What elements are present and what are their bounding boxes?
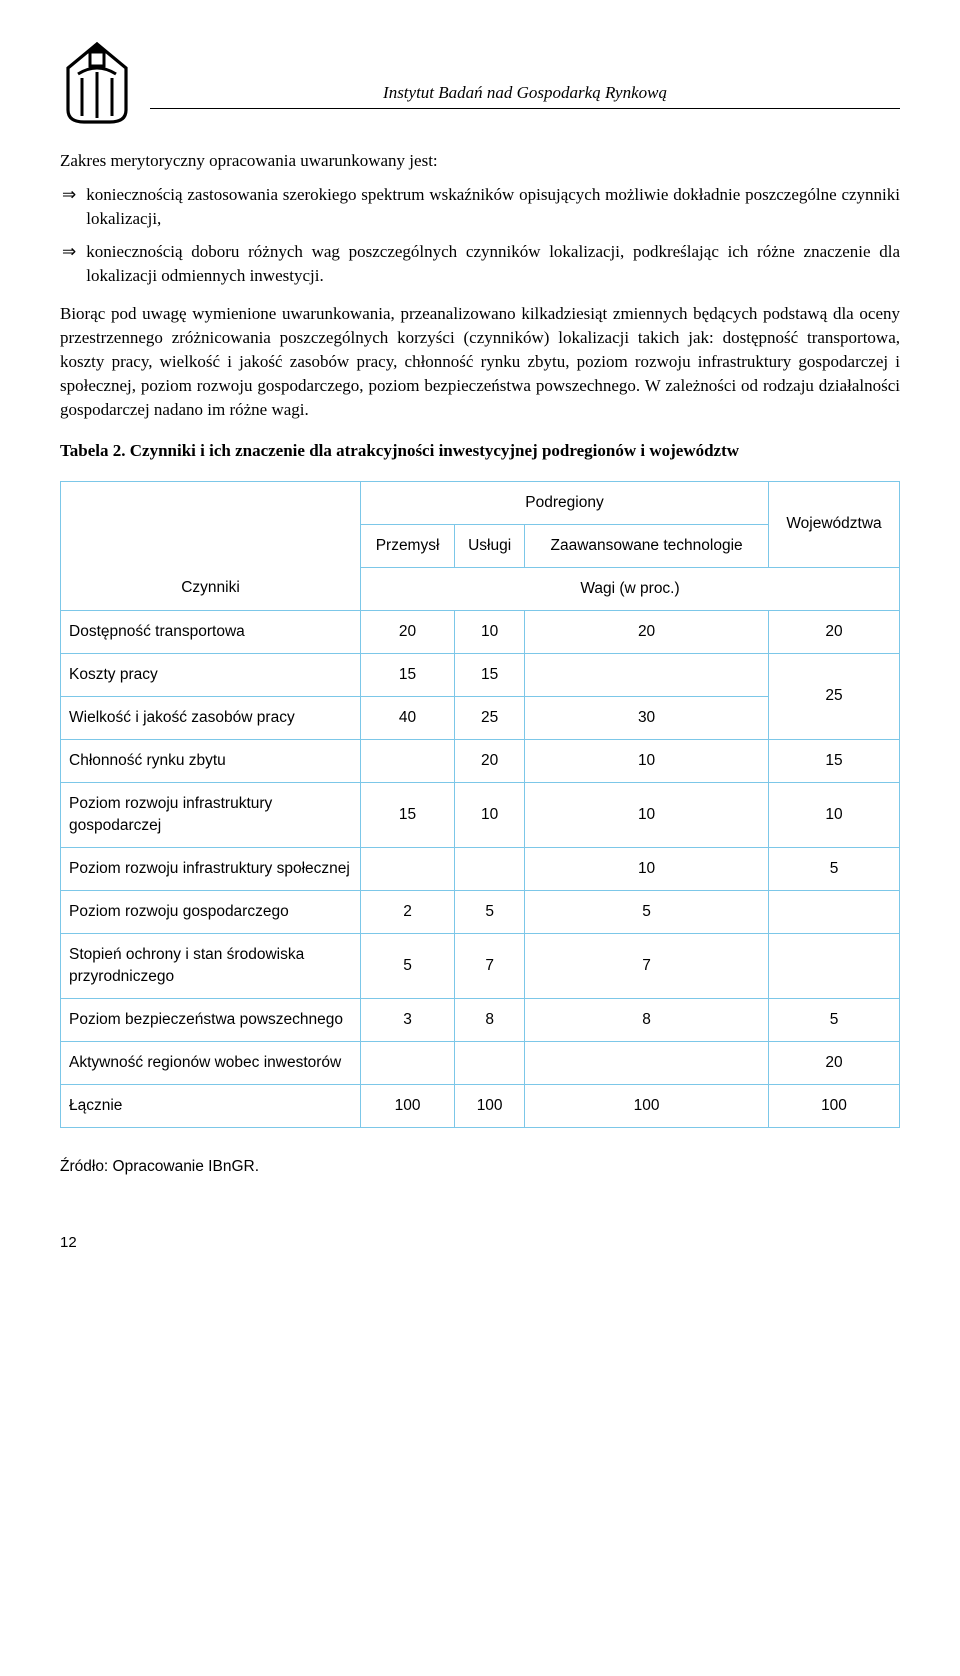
- bullet-item: ⇒ koniecznością doboru różnych wag poszc…: [62, 240, 900, 288]
- bullet-list: ⇒ koniecznością zastosowania szerokiego …: [62, 183, 900, 288]
- row-label: Czynniki: [61, 567, 361, 610]
- cell: 100: [769, 1084, 900, 1127]
- cell: 10: [525, 847, 769, 890]
- cell: [769, 890, 900, 933]
- cell: 100: [361, 1084, 455, 1127]
- table-row: Czynniki Wagi (w proc.): [61, 567, 900, 610]
- page-number: 12: [60, 1232, 900, 1253]
- cell: 20: [769, 1041, 900, 1084]
- factors-table: Podregiony Województwa Przemysł Usługi Z…: [60, 481, 900, 1128]
- header-rule: [150, 108, 900, 109]
- cell: 100: [525, 1084, 769, 1127]
- col-header: Przemysł: [361, 524, 455, 567]
- cell: [455, 1041, 525, 1084]
- page-header: Instytut Badań nad Gospodarką Rynkową: [60, 38, 900, 131]
- cell: [361, 1041, 455, 1084]
- col-header: Usługi: [455, 524, 525, 567]
- institute-name: Instytut Badań nad Gospodarką Rynkową: [383, 81, 667, 105]
- arrow-icon: ⇒: [62, 183, 76, 231]
- bullet-text: koniecznością zastosowania szerokiego sp…: [86, 183, 900, 231]
- cell: 10: [455, 782, 525, 847]
- table-row: Dostępność transportowa 20 10 20 20: [61, 610, 900, 653]
- cell: 5: [361, 933, 455, 998]
- cell: 15: [361, 653, 455, 696]
- row-label: Wielkość i jakość zasobów pracy: [61, 696, 361, 739]
- cell: 40: [361, 696, 455, 739]
- cell: 20: [769, 610, 900, 653]
- cell: 20: [361, 610, 455, 653]
- row-label: Poziom bezpieczeństwa powszechnego: [61, 998, 361, 1041]
- cell: 15: [455, 653, 525, 696]
- table-row: Podregiony Województwa: [61, 481, 900, 524]
- cell: [525, 653, 769, 696]
- table-row: Łącznie 100 100 100 100: [61, 1084, 900, 1127]
- cell: [769, 933, 900, 998]
- row-label: Poziom rozwoju infrastruktury gospodarcz…: [61, 782, 361, 847]
- cell: 3: [361, 998, 455, 1041]
- col-header: Wagi (w proc.): [361, 567, 900, 610]
- arrow-icon: ⇒: [62, 240, 76, 288]
- cell: 2: [361, 890, 455, 933]
- cell: [361, 739, 455, 782]
- cell: 5: [455, 890, 525, 933]
- row-label: Aktywność regionów wobec inwestorów: [61, 1041, 361, 1084]
- cell: 30: [525, 696, 769, 739]
- cell: 25: [455, 696, 525, 739]
- table-row: Poziom rozwoju gospodarczego 2 5 5: [61, 890, 900, 933]
- cell: 10: [525, 782, 769, 847]
- cell: [361, 847, 455, 890]
- table-row: Aktywność regionów wobec inwestorów 20: [61, 1041, 900, 1084]
- row-label: Dostępność transportowa: [61, 610, 361, 653]
- table-row: Stopień ochrony i stan środowiska przyro…: [61, 933, 900, 998]
- cell: [455, 847, 525, 890]
- cell: 8: [525, 998, 769, 1041]
- cell: 15: [361, 782, 455, 847]
- cell: 5: [525, 890, 769, 933]
- cell: [525, 1041, 769, 1084]
- row-label: Chłonność rynku zbytu: [61, 739, 361, 782]
- table-row: Poziom rozwoju infrastruktury społecznej…: [61, 847, 900, 890]
- bullet-text: koniecznością doboru różnych wag poszcze…: [86, 240, 900, 288]
- col-header: Zaawansowane technologie: [525, 524, 769, 567]
- paragraph: Biorąc pod uwagę wymienione uwarunkowani…: [60, 302, 900, 423]
- table-row: Koszty pracy 15 15 25: [61, 653, 900, 696]
- table-row: Poziom bezpieczeństwa powszechnego 3 8 8…: [61, 998, 900, 1041]
- intro-text: Zakres merytoryczny opracowania uwarunko…: [60, 149, 900, 173]
- row-label: Poziom rozwoju gospodarczego: [61, 890, 361, 933]
- table-row: Chłonność rynku zbytu 20 10 15: [61, 739, 900, 782]
- col-header: Podregiony: [361, 481, 769, 524]
- cell: 20: [455, 739, 525, 782]
- cell: 7: [455, 933, 525, 998]
- row-label: Koszty pracy: [61, 653, 361, 696]
- bullet-item: ⇒ koniecznością zastosowania szerokiego …: [62, 183, 900, 231]
- table-caption: Tabela 2. Czynniki i ich znaczenie dla a…: [60, 439, 900, 463]
- cell: 20: [525, 610, 769, 653]
- table-row: Poziom rozwoju infrastruktury gospodarcz…: [61, 782, 900, 847]
- cell: 10: [455, 610, 525, 653]
- cell: 10: [769, 782, 900, 847]
- cell: 10: [525, 739, 769, 782]
- cell: 25: [769, 653, 900, 739]
- cell: 5: [769, 998, 900, 1041]
- row-label: Stopień ochrony i stan środowiska przyro…: [61, 933, 361, 998]
- cell: 100: [455, 1084, 525, 1127]
- cell: 7: [525, 933, 769, 998]
- cell: 15: [769, 739, 900, 782]
- source-note: Źródło: Opracowanie IBnGR.: [60, 1156, 900, 1178]
- institute-logo: [60, 38, 134, 131]
- cell: 8: [455, 998, 525, 1041]
- row-label: Łącznie: [61, 1084, 361, 1127]
- col-header: Województwa: [769, 481, 900, 567]
- cell: 5: [769, 847, 900, 890]
- row-label: Poziom rozwoju infrastruktury społecznej: [61, 847, 361, 890]
